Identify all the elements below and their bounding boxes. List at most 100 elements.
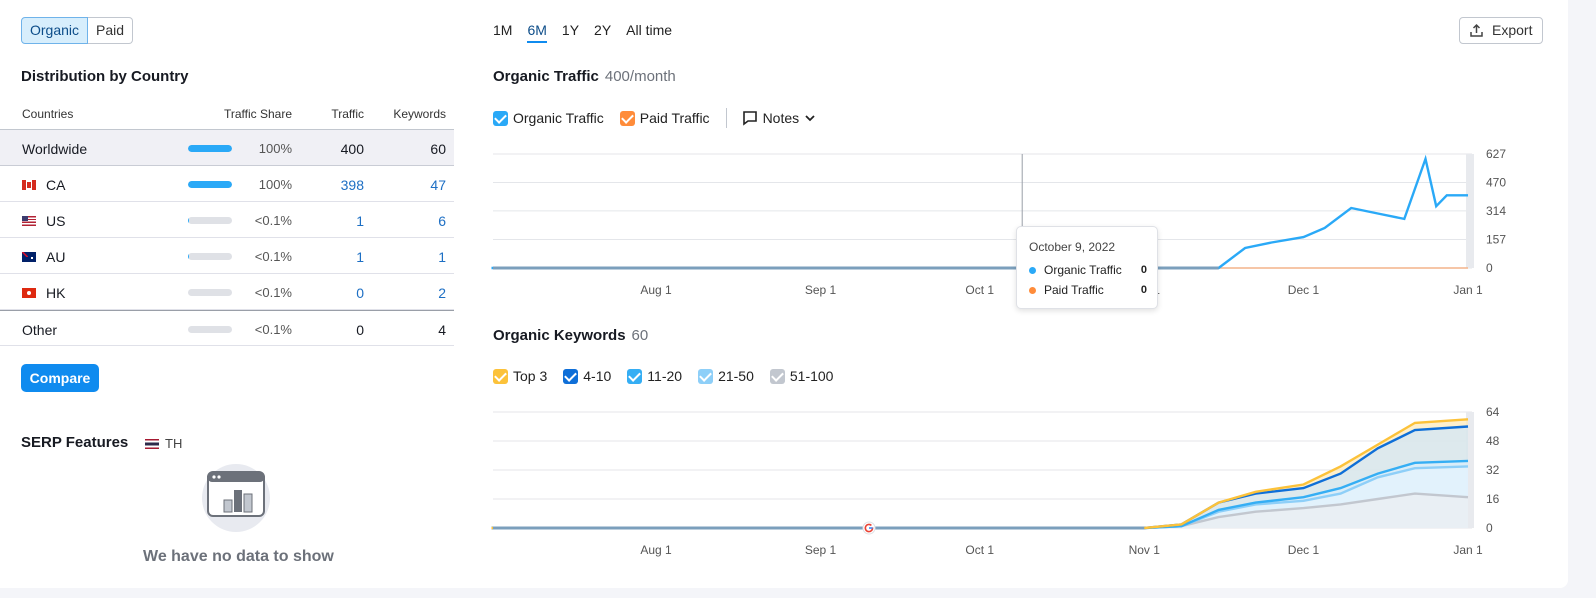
organic-toggle-button[interactable]: Organic [21,17,89,44]
x-tick-label: Oct 1 [965,283,994,297]
thailand-flag-icon [145,438,159,449]
period-6m[interactable]: 6M [527,22,547,43]
legend-label: 4-10 [583,368,612,384]
keywords-link[interactable]: 1 [438,249,446,265]
table-row[interactable]: Worldwide 100% 400 60 [0,130,454,166]
traffic-value: 0 [356,322,364,338]
tooltip-organic-label: Organic Traffic [1044,263,1122,277]
table-header: Countries Traffic Share Traffic Keywords [0,96,454,130]
legend-label: Top 3 [513,368,548,384]
serp-country[interactable]: TH [145,436,182,451]
legend-divider [725,108,727,128]
keywords-chart[interactable]: 0 16 32 48 64 Aug 1 Sep 1 Oct 1 Nov 1 Dec 1 Jan 1 [0,400,1568,565]
x-tick-label: Dec 1 [1288,283,1320,297]
k51-100-checkbox[interactable] [769,368,785,384]
share-fill [188,217,189,224]
share-bar [188,253,232,260]
legend-top3[interactable]: Top 3 [493,368,547,384]
paid-checkbox[interactable] [619,110,635,126]
y-tick-label: 16 [1486,492,1500,506]
organic-dot-icon [1029,266,1036,274]
organic-paid-toggle: Organic Paid [21,17,134,44]
dashboard-card: Organic Paid Distribution by Country Cou… [0,0,1568,588]
table-row[interactable]: Other <0.1% 0 4 [0,310,454,346]
country-cell: CA [22,177,65,193]
keywords-link[interactable]: 47 [430,177,446,193]
traffic-share: <0.1% [254,285,292,300]
table-row[interactable]: AU <0.1% 1 1 [0,238,454,274]
table-row[interactable]: CA 100% 398 47 [0,166,454,202]
keywords-link[interactable]: 2 [438,285,446,301]
keywords-chart-title: Organic Keywords 60 [493,327,648,344]
compare-button[interactable]: Compare [21,364,99,392]
notes-label: Notes [762,110,800,126]
traffic-chart-subtitle: 400/month [604,68,676,85]
y-tick-label: 314 [1486,204,1506,218]
export-label: Export [1492,22,1533,38]
traffic-share-header[interactable]: Traffic Share [223,107,292,121]
country-name: US [46,213,66,229]
notes-dropdown[interactable]: Notes [742,110,817,126]
k11-20-checkbox[interactable] [627,368,643,384]
countries-header: Countries [22,107,74,121]
tooltip-paid-row: Paid Traffic 0 [1029,283,1147,297]
country-name: Other [22,322,58,338]
period-all-time[interactable]: All time [626,22,673,38]
x-tick-label: Oct 1 [965,543,994,557]
keywords-value: 4 [438,322,446,338]
serp-features-title: SERP Features [21,434,129,451]
x-tick-label: Jan 1 [1453,283,1483,297]
legend-4-10[interactable]: 4-10 [563,368,611,384]
legend-organic-traffic[interactable]: Organic Traffic [493,110,604,126]
export-icon [1470,23,1483,37]
traffic-legend: Organic Traffic Paid Traffic Notes [493,108,832,128]
legend-11-20[interactable]: 11-20 [627,368,682,384]
y-tick-label: 470 [1486,176,1506,190]
legend-label: Paid Traffic [639,110,710,126]
k21-50-checkbox[interactable] [698,368,714,384]
k4-10-area [491,426,1468,528]
k4-10-checkbox[interactable] [563,368,579,384]
legend-paid-traffic[interactable]: Paid Traffic [619,110,710,126]
table-row[interactable]: US <0.1% 1 6 [0,202,454,238]
country-name: HK [46,285,66,301]
keywords-chart-subtitle: 60 [631,327,649,344]
period-1y[interactable]: 1Y [561,22,580,38]
keywords-link[interactable]: 6 [438,213,446,229]
y-tick-label: 0 [1486,261,1493,275]
chart-tooltip: October 9, 2022 Organic Traffic 0 Paid T… [1016,226,1158,309]
period-2y[interactable]: 2Y [594,22,612,38]
keywords-value: 60 [430,141,446,157]
hong-kong-flag-icon [22,288,36,298]
canada-flag-icon [22,180,36,190]
legend-21-50[interactable]: 21-50 [698,368,754,384]
traffic-link[interactable]: 1 [356,249,364,265]
tooltip-paid-label: Paid Traffic [1044,283,1104,297]
legend-label: 21-50 [718,368,754,384]
period-1m[interactable]: 1M [493,22,513,38]
share-bar [188,289,232,296]
keywords-header[interactable]: Keywords [393,107,446,121]
paid-toggle-button[interactable]: Paid [88,17,134,44]
traffic-share: <0.1% [254,213,292,228]
k51-100-area [491,493,1468,528]
organic-checkbox[interactable] [493,110,508,126]
us-flag-icon [22,216,36,226]
traffic-header[interactable]: Traffic [331,107,364,121]
y-tick-label: 0 [1486,521,1493,535]
y-tick-label: 64 [1486,405,1500,419]
distribution-title: Distribution by Country [21,68,189,85]
table-row[interactable]: HK <0.1% 0 2 [0,274,454,310]
traffic-share: 100% [258,177,292,192]
traffic-link[interactable]: 1 [356,213,364,229]
x-tick-label: Sep 1 [805,283,837,297]
top3-checkbox[interactable] [493,368,508,384]
share-fill [188,253,189,260]
traffic-link[interactable]: 0 [356,285,364,301]
legend-51-100[interactable]: 51-100 [769,368,833,384]
keywords-legend: Top 3 4-10 11-20 21-50 51-100 [493,368,849,384]
export-button[interactable]: Export [1459,17,1543,44]
traffic-link[interactable]: 398 [340,177,364,193]
empty-chart-icon [202,464,270,532]
